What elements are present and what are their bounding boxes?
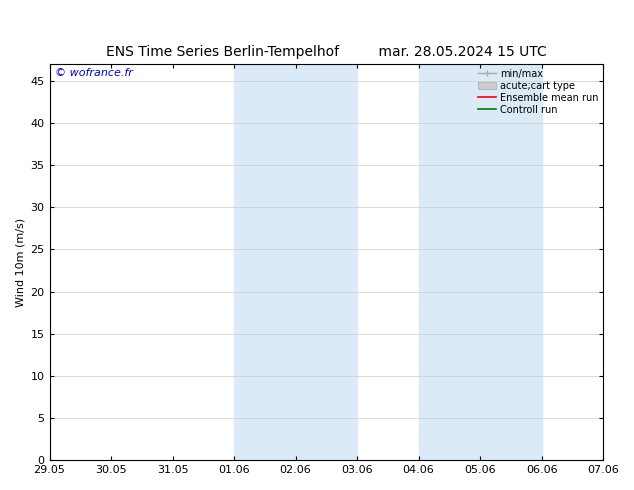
Title: ENS Time Series Berlin-Tempelhof         mar. 28.05.2024 15 UTC: ENS Time Series Berlin-Tempelhof mar. 28… <box>106 45 547 59</box>
Bar <box>418 64 541 460</box>
Legend: min/max, acute;cart type, Ensemble mean run, Controll run: min/max, acute;cart type, Ensemble mean … <box>476 67 600 117</box>
Text: © wofrance.fr: © wofrance.fr <box>55 68 133 78</box>
Bar <box>234 64 357 460</box>
Y-axis label: Wind 10m (m/s): Wind 10m (m/s) <box>15 218 25 307</box>
